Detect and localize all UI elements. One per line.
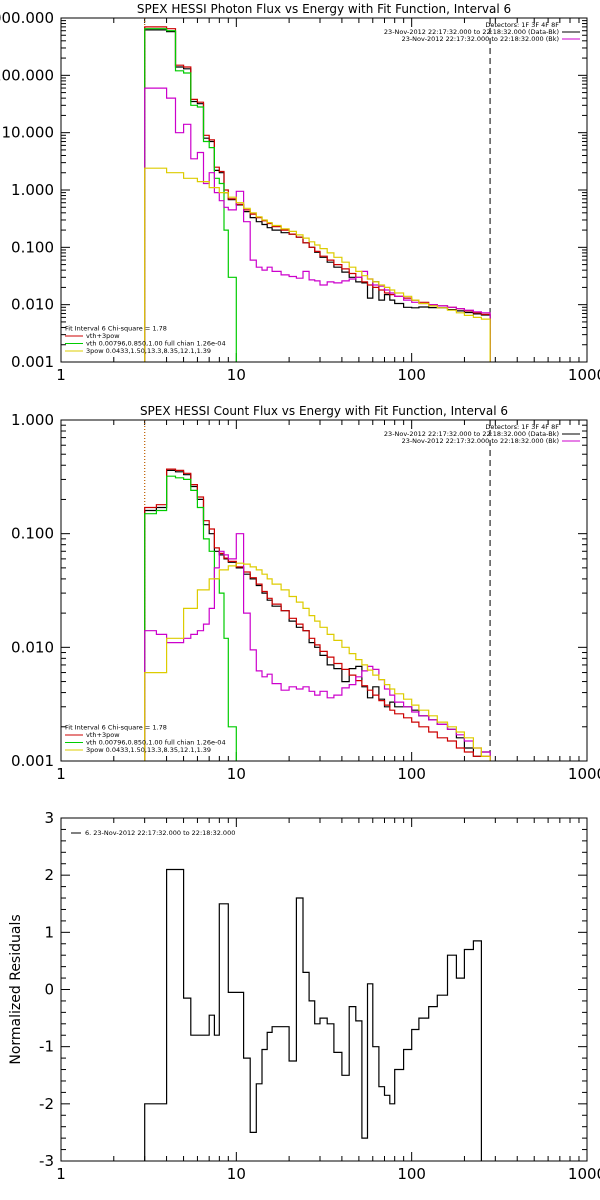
y-tick-label: 0 xyxy=(44,981,54,999)
y-tick-label: 2 xyxy=(44,866,54,884)
y-tick-label: -3 xyxy=(39,1152,54,1170)
y-axis-label: Normalized Residuals xyxy=(8,914,24,1064)
y-tick-label: 1.000 xyxy=(11,411,54,429)
bottom-legend-text: vth 0.00796,0.850,1.00 full chian 1.26e-… xyxy=(86,739,226,747)
series-line-2 xyxy=(144,468,491,761)
y-tick-label: 0.100 xyxy=(11,525,54,543)
y-tick-label: 0.010 xyxy=(11,296,54,314)
series-group xyxy=(144,468,491,761)
series-line-3 xyxy=(144,475,237,761)
y-tick-label: 0.001 xyxy=(11,353,54,371)
x-tick-label: 10 xyxy=(227,765,246,783)
top-legend-text: 23-Nov-2012 22:17:32.000 to 22:18:32.000… xyxy=(384,430,559,438)
top-legend-text: 23-Nov-2012 22:17:32.000 to 22:18:32.000… xyxy=(384,28,559,36)
chart-title: SPEX HESSI Photon Flux vs Energy with Fi… xyxy=(137,2,511,16)
series-line-1 xyxy=(144,868,482,1161)
series-group xyxy=(144,26,491,362)
y-tick-label: 3 xyxy=(44,809,54,827)
bottom-legend-text: vth 0.00796,0.850,1.00 full chian 1.26e-… xyxy=(86,340,226,348)
legend-text: 6. 23-Nov-2012 22:17:32.000 to 22:18:32.… xyxy=(85,829,235,837)
y-tick-label: 0.010 xyxy=(11,638,54,656)
x-tick-label: 1 xyxy=(56,1165,66,1183)
y-tick-label: 100.000 xyxy=(0,66,54,84)
bottom-legend-text: 3pow 0.0433,1.50,13.3,8.35,12.1,1.39 xyxy=(86,746,211,754)
series-line-3 xyxy=(144,28,237,362)
y-tick-label: -1 xyxy=(39,1038,54,1056)
x-tick-label: 10 xyxy=(227,366,246,384)
x-tick-label: 100 xyxy=(397,366,426,384)
series-group xyxy=(144,868,482,1161)
y-tick-label: 0.100 xyxy=(11,238,54,256)
series-line-1 xyxy=(144,29,491,362)
x-tick-label: 1 xyxy=(56,366,66,384)
chart-title: SPEX HESSI Count Flux vs Energy with Fit… xyxy=(140,404,508,418)
top-legend-text: Detectors: 1F 3F 4F 8F xyxy=(485,423,559,431)
bottom-legend-text: vth+3pow xyxy=(86,332,120,340)
bottom-legend-text: Fit Interval 6 Chi-square = 1.78 xyxy=(65,325,167,333)
series-line-4 xyxy=(144,533,491,761)
x-tick-label: 1 xyxy=(56,765,66,783)
series-line-5 xyxy=(144,562,491,761)
series-line-4 xyxy=(144,87,491,362)
top-legend-text: Detectors: 1F 3F 4F 8F xyxy=(485,21,559,29)
y-tick-label: -2 xyxy=(39,1095,54,1113)
x-tick-label: 100 xyxy=(397,765,426,783)
top-legend-text: 23-Nov-2012 22:17:32.000 to 22:18:32.000… xyxy=(402,35,559,43)
bottom-legend-text: vth+3pow xyxy=(86,731,120,739)
x-tick-label: 100 xyxy=(397,1165,426,1183)
top-legend-text: 23-Nov-2012 22:17:32.000 to 22:18:32.000… xyxy=(402,437,559,445)
series-line-2 xyxy=(144,26,491,362)
series-line-5 xyxy=(144,167,491,362)
y-tick-label: 1 xyxy=(44,923,54,941)
series-line-1 xyxy=(144,469,491,761)
plot-frame xyxy=(60,419,588,762)
x-tick-label: 10 xyxy=(227,1165,246,1183)
y-tick-label: 1.000 xyxy=(11,181,54,199)
bottom-legend-text: Fit Interval 6 Chi-square = 1.78 xyxy=(65,724,167,732)
plot-frame xyxy=(60,17,588,363)
plot-frame xyxy=(60,817,588,1162)
bottom-legend-text: 3pow 0.0433,1.50,13.3,8.35,12.1,1.39 xyxy=(86,347,211,355)
y-tick-label: 10.000 xyxy=(2,124,55,142)
y-tick-label: 0.001 xyxy=(11,752,54,770)
